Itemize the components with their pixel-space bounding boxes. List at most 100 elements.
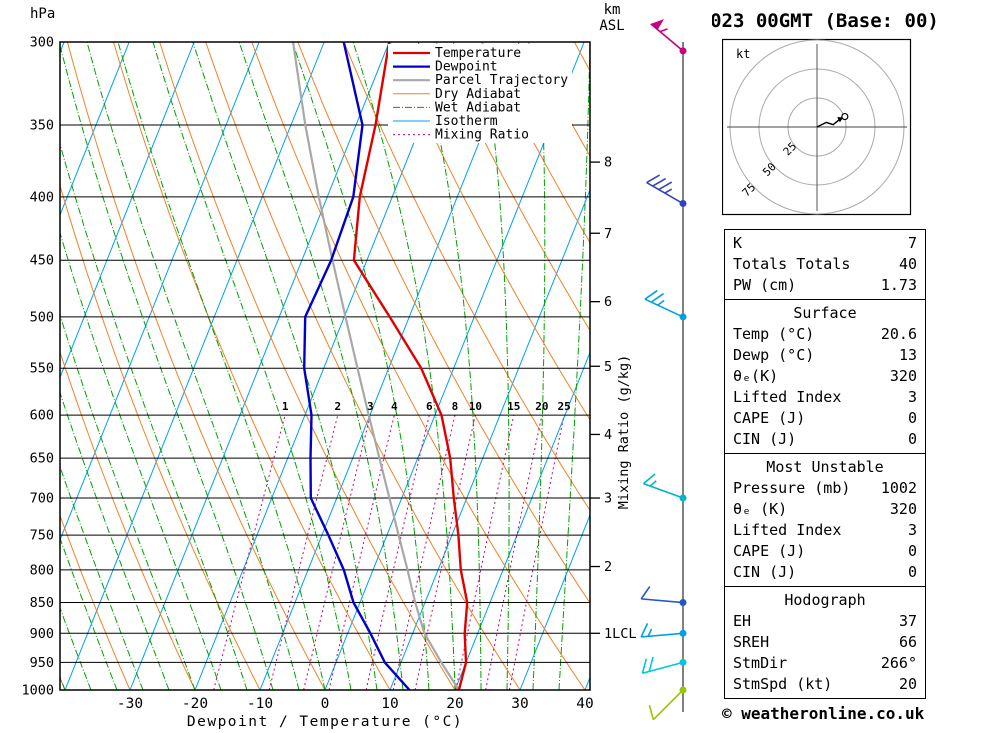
pressure-tick-label: 400 <box>30 189 54 205</box>
stat-row: SREH 66 <box>725 632 925 653</box>
dry-adiabat-line <box>113 42 391 690</box>
pressure-tick-label: 450 <box>30 253 54 269</box>
stat-label: Totals Totals <box>733 255 851 273</box>
dry-adiabat-line <box>435 42 590 332</box>
stats-block-surface: Surface Temp (°C) 20.6 Dewp (°C) 13 θₑ(K) 3… <box>724 299 926 454</box>
wet-adiabat-line <box>60 536 118 690</box>
stat-value: 20.6 <box>880 325 917 343</box>
hodograph-arrowhead <box>837 117 844 123</box>
stat-label: K <box>733 234 743 252</box>
stat-row: Lifted Index 3 <box>725 520 925 541</box>
stat-value: 3 <box>907 521 917 539</box>
stat-label: EH <box>733 612 752 630</box>
stat-value: 3 <box>907 388 917 406</box>
stat-label: Pressure (mb) <box>733 479 851 497</box>
temp-tick-label: 40 <box>576 696 593 712</box>
wet-adiabat-line <box>238 42 404 690</box>
wind-barb-850 <box>640 586 687 607</box>
pressure-tick-label: 1000 <box>21 683 54 699</box>
stat-row: Totals Totals 40 <box>725 254 925 275</box>
stat-row: StmSpd (kt) 20 <box>725 674 925 695</box>
stat-value: 266° <box>880 654 917 672</box>
mixing-ratio-value-label: 8 <box>452 400 459 413</box>
wet-adiabat-line <box>481 42 510 690</box>
temperature-curve <box>352 42 469 690</box>
isotherm-line <box>389 188 590 690</box>
wet-adiabat-line <box>152 42 352 690</box>
wet-adiabat-line <box>60 231 222 690</box>
stat-label: StmDir <box>733 654 788 672</box>
mixing-ratio-line <box>213 414 286 690</box>
mixing-ratio-value-label: 15 <box>507 400 520 413</box>
stat-row: CIN (J) 0 <box>725 429 925 450</box>
dry-adiabat-line <box>251 42 586 690</box>
legend-label: Temperature <box>435 46 521 61</box>
temp-axis-title: Dewpoint / Temperature (°C) <box>187 714 463 730</box>
wind-barb-405 <box>646 174 687 208</box>
legend-label: Wet Adiabat <box>435 100 521 115</box>
stat-row: Lifted Index 3 <box>725 387 925 408</box>
background-lines <box>60 42 590 690</box>
stat-value: 0 <box>907 430 917 448</box>
stat-label: θₑ (K) <box>733 500 788 518</box>
wet-adiabat-line <box>558 42 590 690</box>
pressure-tick-label: 750 <box>30 528 54 544</box>
pressure-tick-label: 500 <box>30 309 54 325</box>
wind-barb-900 <box>640 623 687 638</box>
stats-block-most-unstable: Most Unstable Pressure (mb) 1002 θₑ (K) 32… <box>724 453 926 587</box>
km-tick-label: 3 <box>604 491 612 507</box>
section-title: Most Unstable <box>766 458 884 476</box>
stat-label: PW (cm) <box>733 276 797 294</box>
temp-tick-label: -30 <box>117 696 143 712</box>
mixing-ratio-value-label: 1 <box>282 400 289 413</box>
sounding-curves <box>291 42 469 690</box>
isotherm-line <box>60 42 130 217</box>
stat-row: CIN (J) 0 <box>725 562 925 583</box>
dry-adiabat-line <box>60 183 261 690</box>
temp-tick-label: 0 <box>321 696 330 712</box>
pressure-tick-label: 950 <box>30 655 54 671</box>
wet-adiabat-line <box>60 606 92 690</box>
km-unit-label: km <box>604 2 621 18</box>
pressure-tick-label: 600 <box>30 408 54 424</box>
km-tick-label: 4 <box>604 427 612 443</box>
wet-adiabat-line <box>291 42 430 690</box>
isotherm-line <box>454 351 590 690</box>
mixing-ratio-value-label: 3 <box>367 400 374 413</box>
wind-barb-700 <box>643 473 687 502</box>
mixing-ratio-value-label: 6 <box>426 400 433 413</box>
mixing-ratio-axis-title: Mixing Ratio (g/kg) <box>616 355 632 509</box>
stat-value: 40 <box>898 255 917 273</box>
stat-label: Lifted Index <box>733 521 842 539</box>
isotherm-line <box>259 42 520 690</box>
km-tick-label: 7 <box>604 226 612 242</box>
wet-adiabat-line <box>60 465 144 690</box>
isotherm-line <box>129 42 390 690</box>
temp-tick-label: 10 <box>381 696 398 712</box>
stat-label: θₑ(K) <box>733 367 779 385</box>
stats-block-hodograph: Hodograph EH 37 SREH 66 StmDir 266° StmSpd … <box>724 586 926 699</box>
wind-barb-305 <box>650 19 687 55</box>
asl-unit-label: ASL <box>599 18 624 34</box>
stat-value: 1.73 <box>880 276 917 294</box>
km-tick-label: 8 <box>604 155 612 171</box>
stat-row: CAPE (J) 0 <box>725 541 925 562</box>
legend-label: Dry Adiabat <box>435 87 521 102</box>
stat-value: 1002 <box>880 479 917 497</box>
dry-adiabat-line <box>481 42 590 244</box>
dry-adiabat-line <box>60 514 131 690</box>
stat-label: CIN (J) <box>733 430 797 448</box>
stat-row: CAPE (J) 0 <box>725 408 925 429</box>
stat-row: θₑ (K) 320 <box>725 499 925 520</box>
wet-adiabat-line <box>60 142 248 690</box>
wet-adiabat-line <box>60 43 274 690</box>
mixing-ratio-value-label: 10 <box>469 400 482 413</box>
stat-value: 7 <box>907 234 917 252</box>
dry-adiabat-line <box>159 42 456 690</box>
stat-label: SREH <box>733 633 770 651</box>
